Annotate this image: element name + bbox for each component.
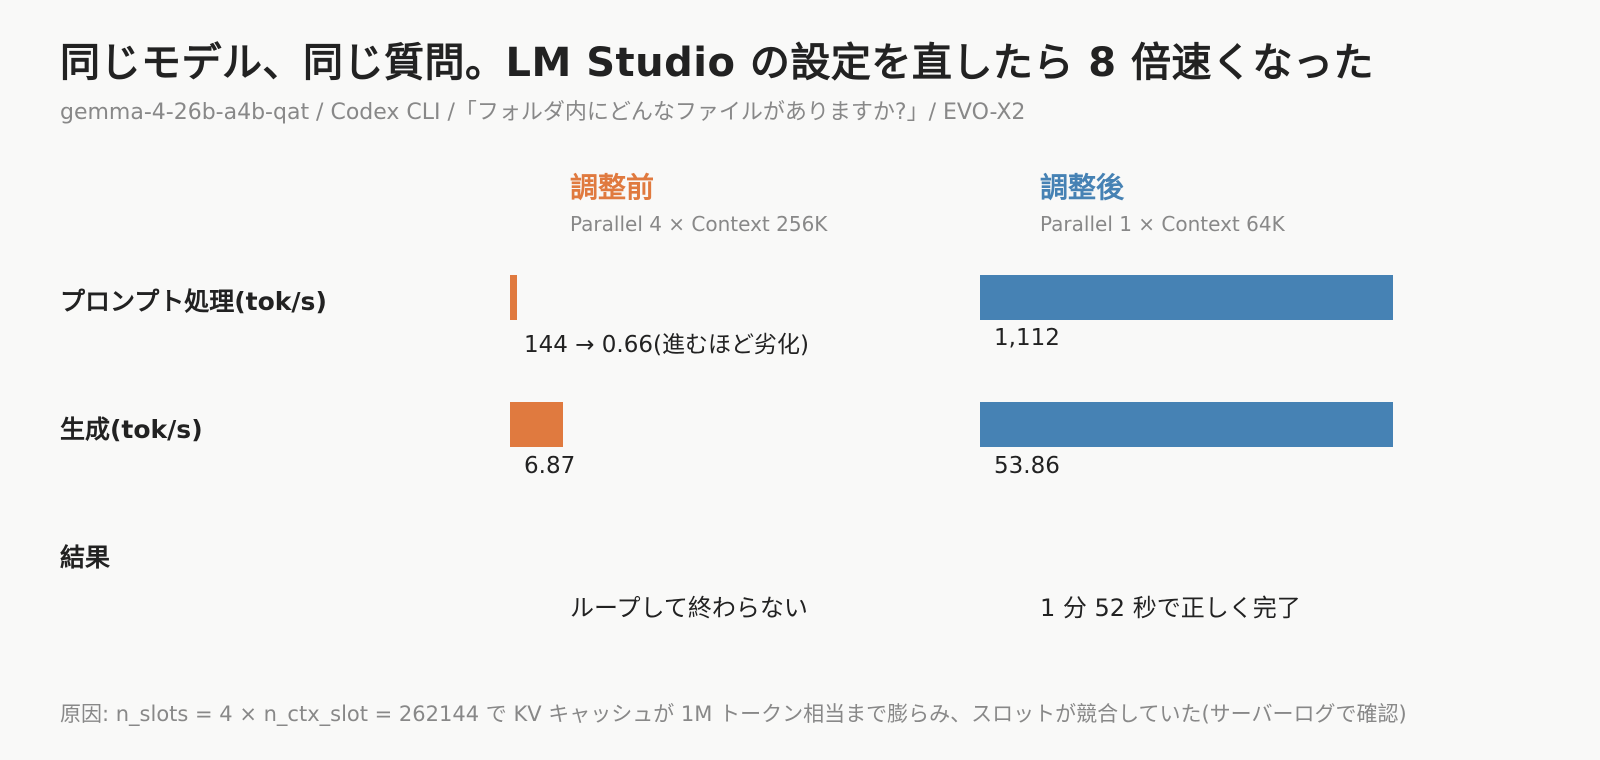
bar-gen-after — [980, 402, 1393, 447]
column-desc-before: Parallel 4 × Context 256K — [570, 212, 828, 236]
row-label-prompt: プロンプト処理(tok/s) — [60, 287, 327, 316]
chart-title: 同じモデル、同じ質問。LM Studio の設定を直したら 8 倍速くなった — [60, 40, 1375, 86]
result-after: 1 分 52 秒で正しく完了 — [1040, 594, 1301, 622]
column-desc-after: Parallel 1 × Context 64K — [1040, 212, 1285, 236]
column-title-before: 調整前 — [570, 171, 655, 204]
row-label-result: 結果 — [60, 543, 111, 572]
value-gen-before: 6.87 — [524, 453, 576, 479]
chart-subtitle: gemma-4-26b-a4b-qat / Codex CLI /「フォルダ内に… — [60, 100, 1026, 125]
value-prompt-after: 1,112 — [994, 325, 1060, 351]
value-gen-after: 53.86 — [994, 453, 1060, 479]
column-title-after: 調整後 — [1040, 171, 1125, 204]
footer-note: 原因: n_slots = 4 × n_ctx_slot = 262144 で … — [60, 702, 1407, 726]
bar-gen-before — [510, 402, 563, 447]
column-header-before: 調整前 Parallel 4 × Context 256K — [570, 166, 827, 236]
result-before: ループして終わらない — [570, 594, 808, 622]
bar-prompt-after — [980, 275, 1393, 320]
column-header-after: 調整後 Parallel 1 × Context 64K — [1040, 166, 1285, 236]
bar-prompt-before — [510, 275, 517, 320]
value-prompt-before: 144 → 0.66(進むほど劣化) — [524, 332, 809, 358]
row-label-gen: 生成(tok/s) — [60, 415, 203, 444]
